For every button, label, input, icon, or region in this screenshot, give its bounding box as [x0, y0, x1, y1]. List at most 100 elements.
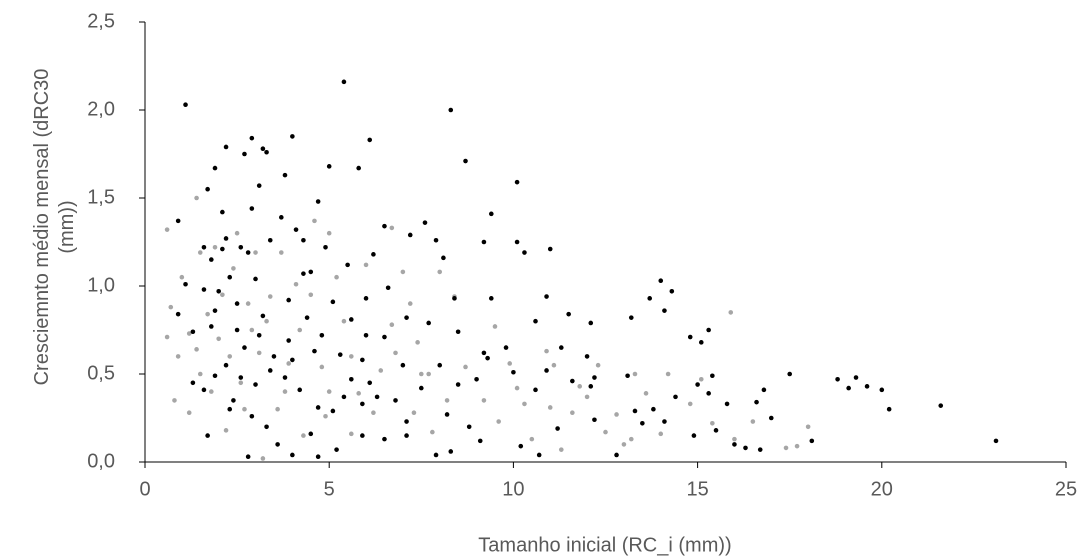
point — [249, 327, 255, 333]
point — [223, 362, 229, 368]
point — [687, 401, 693, 407]
point — [533, 318, 538, 324]
point — [544, 348, 549, 354]
point — [290, 357, 295, 363]
point — [463, 158, 468, 164]
point — [448, 107, 454, 113]
point — [400, 362, 406, 368]
point — [632, 371, 638, 377]
point — [993, 438, 999, 444]
point — [172, 398, 177, 403]
point — [592, 417, 597, 423]
point — [665, 371, 671, 377]
point — [308, 431, 314, 437]
point — [293, 227, 299, 232]
point — [301, 433, 306, 438]
point — [474, 376, 479, 382]
point — [164, 227, 170, 232]
point — [378, 368, 384, 373]
point — [238, 380, 244, 386]
point — [190, 329, 196, 335]
point — [282, 375, 288, 380]
point — [249, 413, 255, 419]
point — [522, 250, 527, 255]
point — [363, 332, 369, 338]
point — [201, 244, 207, 250]
x-tick-label: 25 — [1055, 478, 1077, 500]
point — [220, 292, 225, 298]
point — [441, 255, 446, 261]
point — [279, 215, 284, 220]
point — [275, 406, 280, 412]
point — [360, 401, 365, 407]
point — [227, 354, 233, 359]
point — [326, 389, 332, 394]
point — [297, 327, 303, 333]
point — [743, 445, 748, 451]
point — [570, 410, 575, 416]
point — [301, 271, 306, 276]
point — [349, 431, 354, 437]
point — [212, 308, 218, 313]
point — [640, 420, 645, 426]
point — [522, 401, 527, 407]
point — [238, 244, 244, 250]
point — [555, 426, 560, 431]
point — [334, 274, 339, 280]
point — [695, 382, 700, 387]
point — [444, 398, 450, 403]
point — [205, 311, 210, 317]
point — [662, 419, 667, 424]
point — [533, 387, 538, 393]
point — [312, 348, 317, 354]
point — [260, 313, 266, 319]
point — [209, 257, 214, 262]
y-tick-label: 1,5 — [87, 186, 115, 208]
point — [455, 382, 461, 387]
point — [570, 378, 575, 384]
point — [536, 452, 542, 458]
point — [507, 361, 513, 366]
point — [360, 357, 365, 363]
point — [426, 371, 431, 377]
point — [481, 350, 487, 356]
point — [315, 405, 321, 410]
point — [382, 223, 387, 229]
point — [385, 285, 391, 291]
point — [750, 419, 756, 424]
point — [728, 310, 734, 315]
point — [186, 331, 192, 336]
point — [404, 315, 409, 320]
point — [216, 336, 221, 342]
point — [452, 296, 457, 301]
point — [197, 371, 203, 377]
point — [223, 236, 229, 241]
point — [356, 165, 361, 171]
point — [194, 195, 199, 201]
point — [286, 361, 291, 366]
point — [234, 327, 240, 333]
point — [488, 296, 494, 301]
x-axis-label: Tamanho inicial (RC_i (mm)) — [478, 534, 731, 556]
point — [433, 237, 439, 243]
point — [349, 354, 354, 359]
point — [669, 288, 675, 294]
point — [732, 442, 737, 447]
point — [260, 456, 266, 461]
point — [356, 391, 361, 396]
point — [282, 172, 288, 178]
point — [275, 442, 280, 447]
point — [190, 380, 196, 386]
point — [212, 165, 218, 171]
point — [393, 350, 398, 356]
point — [220, 209, 225, 215]
point — [415, 340, 420, 345]
point — [290, 452, 295, 458]
point — [201, 387, 207, 393]
point — [411, 410, 417, 416]
point — [227, 274, 233, 280]
point — [223, 144, 229, 150]
point — [463, 364, 468, 370]
point — [319, 364, 325, 370]
